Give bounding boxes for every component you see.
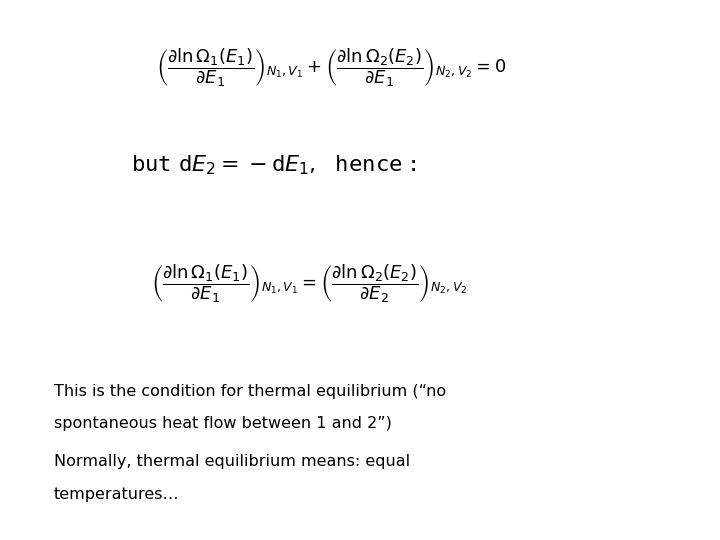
Text: spontaneous heat flow between 1 and 2”): spontaneous heat flow between 1 and 2”) — [54, 416, 392, 431]
Text: $\left(\dfrac{\partial \ln \Omega_1(E_1)}{\partial E_1}\right)_{N_1,V_1} = \left: $\left(\dfrac{\partial \ln \Omega_1(E_1)… — [151, 262, 468, 305]
Text: $\mathtt{but}\ \mathtt{d}E_2 = -\mathtt{d}E_1,\ \ \mathtt{hence:}$: $\mathtt{but}\ \mathtt{d}E_2 = -\mathtt{… — [131, 153, 416, 177]
Text: temperatures…: temperatures… — [54, 487, 179, 502]
Text: Normally, thermal equilibrium means: equal: Normally, thermal equilibrium means: equ… — [54, 454, 410, 469]
Text: This is the condition for thermal equilibrium (“no: This is the condition for thermal equili… — [54, 384, 446, 399]
Text: $\left(\dfrac{\partial \ln \Omega_1(E_1)}{\partial E_1}\right)_{N_1,V_1} + \left: $\left(\dfrac{\partial \ln \Omega_1(E_1)… — [156, 46, 506, 89]
